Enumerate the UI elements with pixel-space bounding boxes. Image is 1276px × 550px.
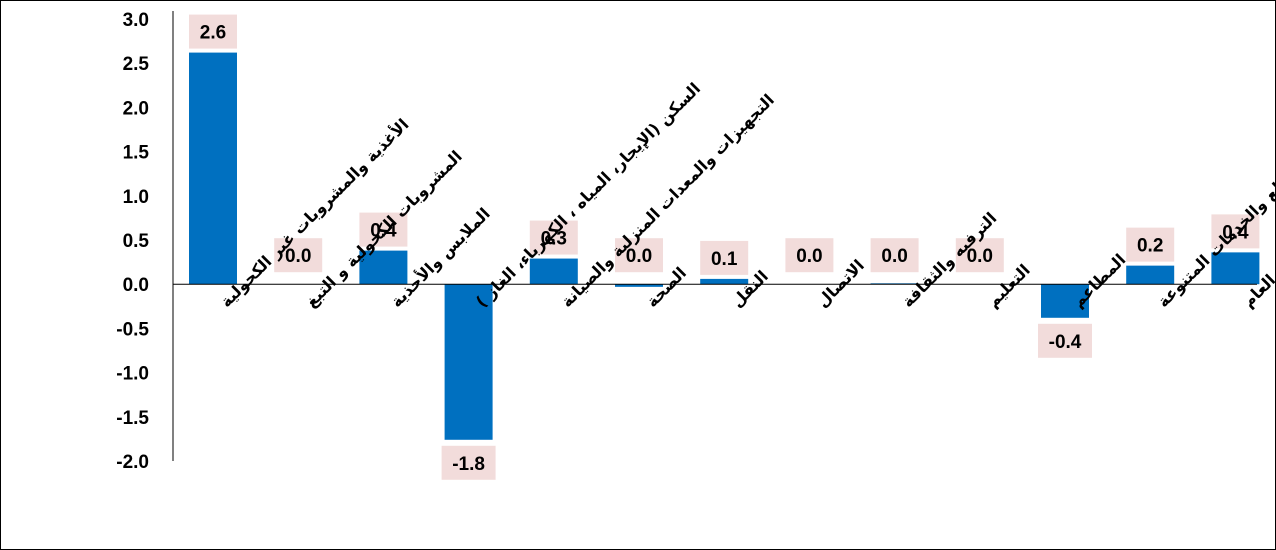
data-label: 0.0 [274, 238, 323, 273]
y-tick-label: 2.5 [123, 54, 150, 75]
bar [189, 52, 237, 285]
bar [359, 250, 408, 285]
data-label-box [529, 220, 578, 255]
data-label-box [1038, 323, 1092, 358]
data-label-text: 0.0 [626, 246, 652, 267]
bar [700, 278, 749, 285]
bar [1126, 265, 1175, 285]
category-label: المطاعم [1068, 250, 1129, 311]
bar [615, 284, 663, 287]
data-label-text: 0.4 [370, 221, 397, 242]
data-label-text: 0.0 [796, 246, 822, 267]
data-label-text: -1.8 [452, 454, 485, 475]
data-label-box [189, 14, 237, 49]
data-label-text: -0.4 [1049, 332, 1082, 353]
y-axis: 3.0 2.5 2.0 1.5 1.0 0.5 0.0 -0.5 -1.0 -1.5 -2.0 [116, 10, 174, 473]
data-label: -1.8 [441, 445, 496, 480]
data-label-box [615, 238, 663, 273]
y-tick-label: -0.5 [116, 319, 149, 340]
data-label-box [441, 445, 496, 480]
bar [444, 284, 493, 440]
y-tick-label: -2.0 [116, 452, 149, 473]
data-label-text: 0.4 [1222, 222, 1249, 243]
data-label: 0.1 [700, 240, 749, 275]
data-label-text: 0.2 [1137, 236, 1163, 257]
data-label-text: 2.6 [200, 23, 226, 44]
data-label: 2.6 [189, 14, 237, 49]
data-label: 0.0 [955, 238, 1004, 273]
data-label: -0.4 [1038, 323, 1092, 358]
data-label-box [1126, 227, 1175, 262]
data-label-text: 0.0 [967, 246, 993, 267]
category-label: المشروبات الكحولية و التبغ [302, 147, 466, 311]
bar [1211, 252, 1260, 285]
bars [189, 52, 1260, 440]
data-label-box [274, 238, 323, 273]
data-label: 0.2 [1126, 227, 1175, 262]
data-label-text: 0.0 [881, 246, 907, 267]
data-label: 0.0 [785, 238, 834, 273]
data-label: 0.3 [529, 220, 578, 255]
data-label-text: 0.3 [541, 229, 567, 250]
data-label-box [785, 238, 834, 273]
data-label-box [1211, 214, 1260, 249]
data-label: 0.4 [359, 212, 408, 247]
bar [529, 258, 578, 285]
data-labels: 2.6 0.0 0.4 -1.8 0.3 0.0 0.1 0.0 0.0 0.0 -0.4 0.2 0.… [189, 14, 1260, 480]
data-label: 0.0 [615, 238, 663, 273]
y-tick-label: -1.5 [116, 408, 149, 429]
y-tick-label: 2.0 [123, 98, 149, 119]
y-tick-label: 3.0 [123, 10, 149, 31]
data-label-box [870, 238, 919, 273]
data-label-box [359, 212, 408, 247]
y-tick-label: 1.5 [123, 143, 150, 164]
y-tick-label: 1.0 [123, 187, 149, 208]
data-label-box [700, 240, 749, 275]
data-label: 0.0 [870, 238, 919, 273]
data-label: 0.4 [1211, 214, 1260, 249]
data-label-box [955, 238, 1004, 273]
y-tick-label: -1.0 [116, 364, 149, 385]
data-label-text: 0.1 [711, 249, 738, 270]
y-tick-label: 0.0 [123, 275, 149, 296]
data-label-text: 0.0 [285, 246, 311, 267]
bar [1041, 284, 1089, 318]
y-tick-label: 0.5 [123, 231, 150, 252]
